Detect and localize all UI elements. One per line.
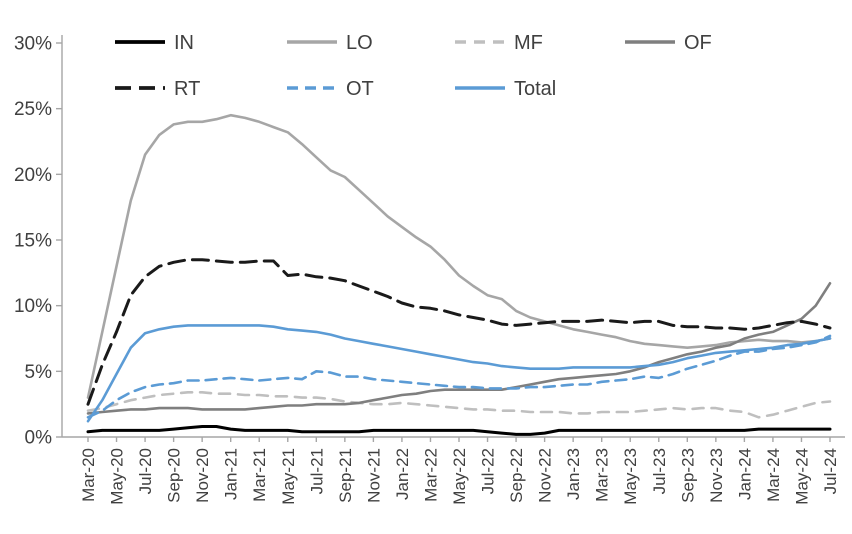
x-tick-label: Nov-22 — [536, 448, 555, 503]
x-tick-label: Jul-21 — [307, 448, 326, 494]
legend-item-mf: MF — [455, 32, 543, 54]
x-tick-label: Sep-23 — [678, 448, 697, 503]
y-tick-label: 5% — [25, 362, 53, 383]
x-tick-label: Mar-23 — [593, 448, 612, 502]
x-tick-label: Sep-20 — [165, 448, 184, 503]
x-tick-label: Nov-21 — [364, 448, 383, 503]
x-tick-label: Nov-20 — [193, 448, 212, 503]
x-tick-label: Mar-24 — [764, 448, 783, 502]
legend-label-mf: MF — [514, 32, 543, 54]
series-of-line — [86, 281, 832, 415]
legend-item-of: OF — [625, 32, 712, 54]
x-tick-label: Mar-20 — [79, 448, 98, 502]
legend-label-ot: OT — [346, 78, 374, 100]
legend-label-rt: RT — [174, 78, 200, 100]
legend-label-total: Total — [514, 78, 556, 100]
x-tick-label: May-24 — [792, 448, 811, 505]
x-tick-label: Jan-22 — [393, 448, 412, 500]
series-total-line — [86, 324, 832, 423]
x-tick-label: Sep-21 — [336, 448, 355, 503]
x-tick-label: May-22 — [450, 448, 469, 505]
series-rt-line — [86, 258, 832, 406]
x-tick-label: Jan-23 — [564, 448, 583, 500]
series-in-line — [86, 425, 832, 436]
x-tick-label: Sep-22 — [507, 448, 526, 503]
legend-item-in: IN — [115, 32, 194, 54]
x-tick-label: Jan-21 — [222, 448, 241, 500]
x-tick-label: May-21 — [279, 448, 298, 505]
legend-item-rt: RT — [115, 78, 200, 100]
x-tick-label: Jul-23 — [650, 448, 669, 494]
y-tick-label: 30% — [14, 34, 52, 55]
series-lo-line — [86, 113, 832, 399]
x-tick-label: Nov-23 — [707, 448, 726, 503]
legend-label-in: IN — [174, 32, 194, 54]
y-tick-label: 10% — [14, 296, 52, 317]
legend-item-total: Total — [455, 78, 556, 100]
legend-item-lo: LO — [287, 32, 373, 54]
x-tick-label: Jul-22 — [479, 448, 498, 494]
y-tick-label: 15% — [14, 231, 52, 252]
series-ot-line — [86, 334, 832, 419]
y-tick-label: 0% — [25, 428, 53, 449]
legend-item-ot: OT — [287, 78, 374, 100]
x-tick-label: Jul-24 — [821, 448, 840, 494]
y-tick-label: 25% — [14, 99, 52, 120]
x-tick-label: Jul-20 — [136, 448, 155, 494]
series-mf-line — [86, 390, 832, 419]
y-tick-label: 20% — [14, 165, 52, 186]
legend-label-lo: LO — [346, 32, 373, 54]
x-tick-label: Jan-24 — [735, 448, 754, 500]
x-tick-label: May-20 — [108, 448, 127, 505]
x-tick-label: Mar-21 — [250, 448, 269, 502]
x-tick-label: Mar-22 — [421, 448, 440, 502]
x-tick-label: May-23 — [621, 448, 640, 505]
legend-label-of: OF — [684, 32, 712, 54]
